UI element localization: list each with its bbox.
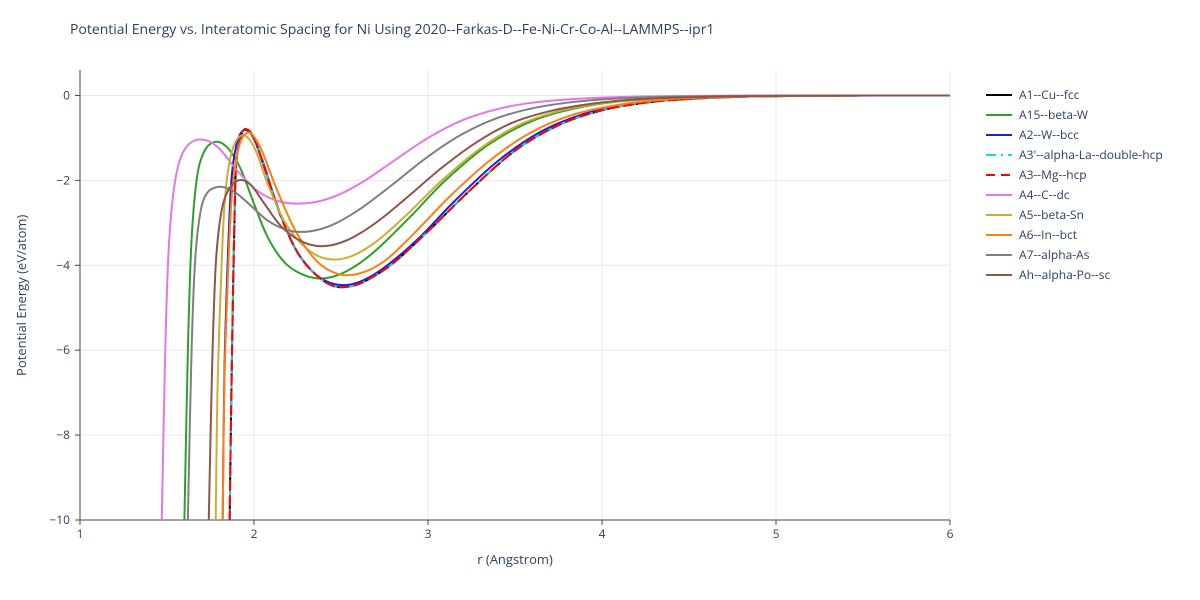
legend-item[interactable]: A6--In--bct	[985, 225, 1163, 245]
series-line	[216, 95, 950, 520]
legend-label: A3--Mg--hcp	[1019, 165, 1087, 185]
legend-item[interactable]: A4--C--dc	[985, 185, 1163, 205]
series-line	[230, 95, 950, 520]
legend-label: A3'--alpha-La--double-hcp	[1019, 145, 1163, 165]
svg-text:−10: −10	[49, 511, 70, 528]
legend-swatch	[985, 249, 1013, 261]
legend-label: A1--Cu--fcc	[1019, 85, 1079, 105]
series-line	[230, 95, 950, 520]
legend-swatch	[985, 169, 1013, 181]
y-axis-title: Potential Energy (eV/atom)	[12, 70, 30, 520]
legend-swatch	[985, 209, 1013, 221]
svg-text:−4: −4	[56, 256, 70, 273]
svg-text:6: 6	[947, 525, 954, 542]
figure: Potential Energy vs. Interatomic Spacing…	[0, 0, 1200, 600]
legend-item[interactable]: Ah--alpha-Po--sc	[985, 265, 1163, 285]
legend-label: A4--C--dc	[1019, 185, 1070, 205]
legend-label: A2--W--bcc	[1019, 125, 1079, 145]
legend-label: A15--beta-W	[1019, 105, 1088, 125]
legend-item[interactable]: A2--W--bcc	[985, 125, 1163, 145]
series-line	[223, 95, 950, 520]
series-line	[209, 95, 950, 520]
legend-item[interactable]: A15--beta-W	[985, 105, 1163, 125]
legend-swatch	[985, 149, 1013, 161]
svg-text:−8: −8	[56, 426, 70, 443]
x-axis-title: r (Angstrom)	[80, 550, 950, 568]
legend-swatch	[985, 269, 1013, 281]
svg-text:4: 4	[599, 525, 606, 542]
svg-text:−6: −6	[56, 341, 70, 358]
legend-label: A7--alpha-As	[1019, 245, 1089, 265]
legend-swatch	[985, 229, 1013, 241]
svg-text:3: 3	[425, 525, 432, 542]
legend-swatch	[985, 109, 1013, 121]
legend-item[interactable]: A1--Cu--fcc	[985, 85, 1163, 105]
legend-label: Ah--alpha-Po--sc	[1019, 265, 1110, 285]
legend: A1--Cu--fccA15--beta-WA2--W--bccA3'--alp…	[985, 85, 1163, 285]
svg-text:5: 5	[773, 525, 780, 542]
legend-item[interactable]: A3--Mg--hcp	[985, 165, 1163, 185]
legend-swatch	[985, 89, 1013, 101]
svg-text:−2: −2	[56, 171, 70, 188]
legend-label: A6--In--bct	[1019, 225, 1077, 245]
series-line	[162, 95, 950, 520]
svg-text:0: 0	[63, 86, 70, 103]
series-line	[188, 95, 950, 520]
series-line	[230, 95, 950, 520]
plot-area[interactable]: 123456−10−8−6−4−20	[80, 70, 950, 520]
plot-svg: 123456−10−8−6−4−20	[80, 70, 950, 520]
series-line	[184, 95, 950, 520]
chart-title: Potential Energy vs. Interatomic Spacing…	[70, 20, 714, 39]
legend-swatch	[985, 129, 1013, 141]
legend-item[interactable]: A7--alpha-As	[985, 245, 1163, 265]
svg-text:1: 1	[77, 525, 84, 542]
legend-swatch	[985, 189, 1013, 201]
series-line	[223, 95, 950, 520]
legend-label: A5--beta-Sn	[1019, 205, 1084, 225]
legend-item[interactable]: A3'--alpha-La--double-hcp	[985, 145, 1163, 165]
legend-item[interactable]: A5--beta-Sn	[985, 205, 1163, 225]
svg-text:2: 2	[251, 525, 258, 542]
